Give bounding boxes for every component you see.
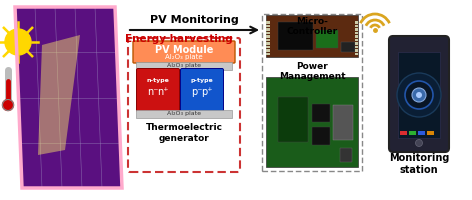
Bar	[418, 131, 425, 135]
Bar	[354, 42, 358, 45]
Bar	[398, 52, 440, 138]
Bar	[312, 127, 330, 145]
Text: Al₂O₃ plate: Al₂O₃ plate	[167, 112, 201, 116]
Bar	[354, 21, 358, 23]
Circle shape	[5, 29, 31, 55]
Bar	[333, 105, 353, 140]
Text: Thermoelectric
generator: Thermoelectric generator	[145, 123, 222, 143]
Text: PV Monitoring: PV Monitoring	[150, 15, 238, 25]
Bar	[354, 28, 358, 30]
Bar	[266, 77, 358, 167]
Text: n-type: n-type	[147, 78, 169, 83]
Circle shape	[2, 99, 14, 110]
FancyBboxPatch shape	[128, 38, 240, 172]
Circle shape	[415, 140, 422, 146]
Bar	[266, 21, 270, 23]
FancyBboxPatch shape	[180, 68, 224, 112]
Bar	[266, 28, 270, 30]
Bar	[136, 62, 232, 70]
Text: PV Module: PV Module	[155, 45, 213, 55]
Bar	[266, 52, 270, 55]
Bar	[278, 97, 308, 142]
Bar	[354, 46, 358, 48]
Bar	[266, 31, 270, 34]
Bar	[316, 30, 338, 48]
Bar	[409, 131, 416, 135]
Bar	[354, 31, 358, 34]
Bar	[266, 15, 358, 57]
Bar	[278, 22, 313, 50]
Text: Al₂O₃ plate: Al₂O₃ plate	[165, 54, 203, 60]
Bar	[341, 42, 355, 52]
Text: Al₂O₃ plate: Al₂O₃ plate	[167, 64, 201, 68]
Bar	[266, 24, 270, 27]
Circle shape	[416, 92, 422, 98]
Text: Power
Management: Power Management	[278, 62, 346, 81]
Text: p⁺: p⁺	[201, 87, 213, 97]
Polygon shape	[38, 35, 80, 155]
Bar	[354, 49, 358, 51]
Text: n⁻: n⁻	[147, 87, 159, 97]
FancyBboxPatch shape	[136, 68, 179, 112]
Bar	[354, 52, 358, 55]
Bar	[354, 35, 358, 38]
Circle shape	[405, 81, 433, 109]
Bar	[340, 148, 352, 162]
Bar	[400, 131, 407, 135]
Bar	[427, 131, 434, 135]
Text: p⁻: p⁻	[191, 87, 202, 97]
Bar	[312, 104, 330, 122]
FancyBboxPatch shape	[389, 36, 449, 152]
Bar	[354, 38, 358, 41]
Bar	[266, 49, 270, 51]
Bar	[354, 24, 358, 27]
Bar	[266, 42, 270, 45]
Circle shape	[397, 73, 441, 117]
Bar	[136, 110, 232, 118]
Bar	[266, 46, 270, 48]
Text: n⁺: n⁺	[157, 87, 169, 97]
Bar	[266, 38, 270, 41]
FancyBboxPatch shape	[133, 41, 235, 63]
Polygon shape	[15, 7, 122, 188]
Circle shape	[412, 88, 426, 102]
Text: Micro-
Controller: Micro- Controller	[287, 17, 337, 36]
Text: Energy harvesting: Energy harvesting	[125, 34, 233, 44]
Text: p-type: p-type	[191, 78, 213, 83]
Text: Monitoring
station: Monitoring station	[389, 153, 449, 175]
FancyBboxPatch shape	[262, 14, 362, 171]
Bar	[266, 35, 270, 38]
